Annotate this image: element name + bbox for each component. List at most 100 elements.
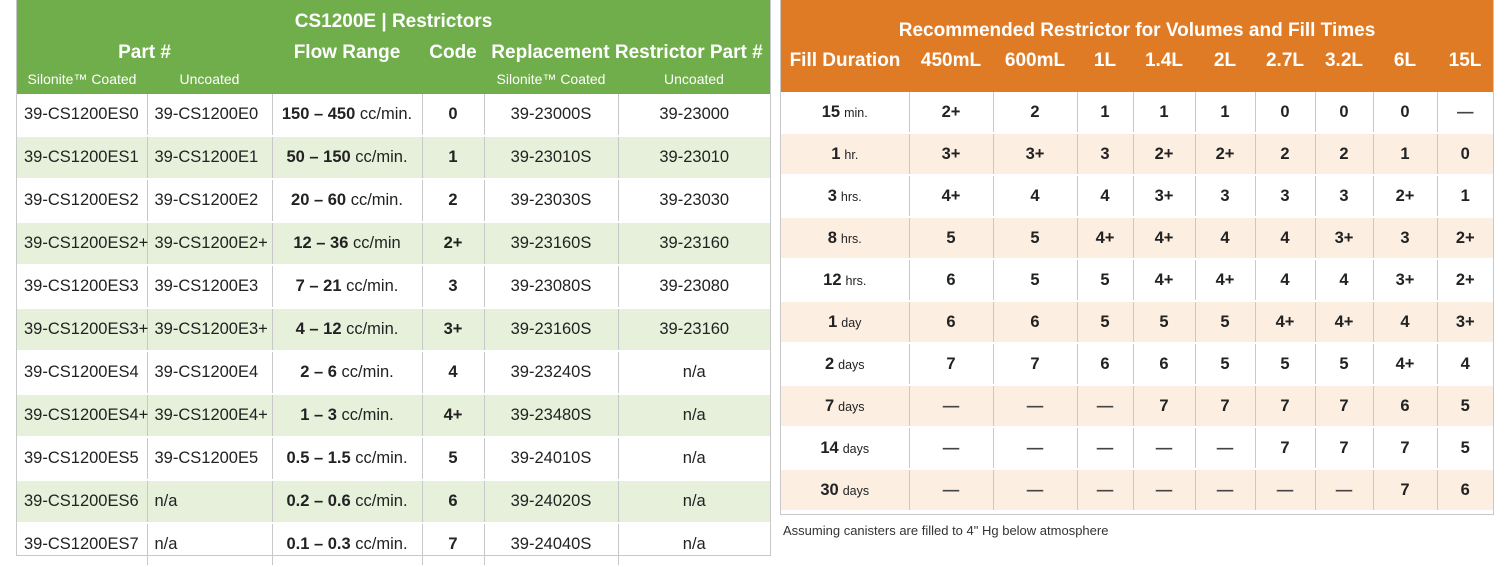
restrictor-code-cell: — <box>909 468 994 510</box>
duration-unit: days <box>838 399 865 414</box>
restrictor-code-cell: 6 <box>909 300 994 343</box>
uncoated-part-number: 39-CS1200E4 <box>147 350 273 394</box>
duration-number: 1 <box>828 312 838 331</box>
flow-range-value: 7 – 21 <box>295 277 342 295</box>
restrictor-code-cell: 5 <box>1195 342 1256 385</box>
duration-number: 30 <box>820 480 839 499</box>
restrictor-code-cell: 0 <box>1255 92 1316 133</box>
flow-range-value: 0.5 – 1.5 <box>286 449 351 467</box>
restrictors-table-body: 39-CS1200ES0 39-CS1200E0 150 – 450 cc/min.… <box>17 94 770 565</box>
restrictor-code-cell: 6 <box>993 300 1078 343</box>
restrictor-code-cell: 5 <box>993 216 1078 259</box>
uncoated-part-number: n/a <box>147 522 273 565</box>
flow-range-value: 1 – 3 <box>300 406 337 424</box>
table-row: 15 min. 2+ 2 1 1 1 0 0 0— <box>781 92 1493 133</box>
uncoated-subheader: Uncoated <box>179 71 240 87</box>
restrictor-code-cell: 1 <box>1373 132 1438 175</box>
restrictor-code-cell: 2+ <box>1133 132 1196 175</box>
restrictor-code-cell: — <box>1457 102 1474 121</box>
table-row: 39-CS1200ES2 39-CS1200E2 20 – 60 cc/min. 2 3… <box>17 178 770 222</box>
replacement-uncoated-part: n/a <box>618 522 770 565</box>
flow-range-header: Flow Range <box>293 42 401 63</box>
table-row: 39-CS1200ES2+ 39-CS1200E2+ 12 – 36 cc/min 2… <box>17 221 770 265</box>
fill-duration-cell: 8 hrs. <box>781 216 910 259</box>
restrictor-code-cell: — <box>1195 426 1256 469</box>
restrictor-code: 6 <box>422 479 485 523</box>
flow-range-cell: 150 – 450 cc/min. <box>272 94 423 136</box>
restrictor-code-cell: 3+ <box>1437 300 1493 343</box>
flow-range-cell: 0.2 – 0.6 cc/min. <box>272 479 423 523</box>
restrictor-code: 1 <box>422 135 485 179</box>
coated-subheader: Silonite™ Coated <box>27 71 137 87</box>
restrictor-code-cell: 7 <box>1255 426 1316 469</box>
restrictor-code: 2 <box>422 178 485 222</box>
restrictor-code-cell: — <box>993 384 1078 427</box>
duration-number: 2 <box>824 354 835 373</box>
restrictor-code-cell: — <box>1255 468 1316 510</box>
flow-range-unit: cc/min. <box>355 492 408 510</box>
table-row: 39-CS1200ES6 n/a 0.2 – 0.6 cc/min. 6 39-2402… <box>17 479 770 523</box>
flow-range-unit: cc/min. <box>341 363 394 381</box>
uncoated-part-number: n/a <box>147 479 273 523</box>
restrictor-code-cell: — <box>1133 426 1196 469</box>
restrictor-code-cell: 4 <box>1195 216 1256 259</box>
restrictor-code-cell: 3+ <box>1315 216 1374 259</box>
replacement-uncoated-part: 39-23160 <box>618 221 770 265</box>
coated-part-number: 39-CS1200ES2+ <box>17 221 148 265</box>
restrictors-table-title: CS1200E | Restrictors <box>294 11 493 32</box>
restrictor-code-cell: 3 <box>1255 174 1316 217</box>
flow-range-cell: 20 – 60 cc/min. <box>272 178 423 222</box>
fill-times-table-body: 15 min. 2+ 2 1 1 1 0 0 0—1 hr. 3+ 3+ 3 2+ 2+ 2 2 1 0 3 hrs. 4+… <box>781 92 1493 510</box>
uncoated-part-number: 39-CS1200E2 <box>147 178 273 222</box>
restrictor-code-cell: 5 <box>1437 384 1493 427</box>
restrictor-code-cell: 4+ <box>1133 216 1196 259</box>
restrictor-code-cell: 0 <box>1373 92 1438 133</box>
restrictor-code-cell: 7 <box>1373 426 1438 469</box>
volume-header: 3.2L <box>1324 50 1364 71</box>
volume-header: 2.7L <box>1265 50 1305 71</box>
flow-range-cell: 2 – 6 cc/min. <box>272 350 423 394</box>
replacement-uncoated-part: 39-23010 <box>618 135 770 179</box>
flow-range-unit: cc/min. <box>355 535 408 553</box>
duration-number: 3 <box>827 186 837 205</box>
replacement-uncoated-part: n/a <box>618 479 770 523</box>
restrictor-code-cell: 7 <box>1315 384 1374 427</box>
code-header: Code <box>429 42 477 63</box>
flow-range-cell: 50 – 150 cc/min. <box>272 135 423 179</box>
restrictor-code-cell: 4+ <box>1077 216 1134 259</box>
uncoated-part-number: 39-CS1200E1 <box>147 135 273 179</box>
duration-unit: hr. <box>844 147 859 162</box>
restrictor-code-cell: 5 <box>1077 258 1134 301</box>
restrictor-code-cell: 1 <box>1133 92 1196 133</box>
replacement-coated-part: 39-23010S <box>484 135 619 179</box>
restrictor-code-cell: 7 <box>1315 426 1374 469</box>
coated-part-number: 39-CS1200ES1 <box>17 135 148 179</box>
restrictor-code-cell: 6 <box>1133 342 1196 385</box>
flow-range-value: 12 – 36 <box>293 234 349 252</box>
restrictor-code-cell: 4+ <box>1133 258 1196 301</box>
coated-part-number: 39-CS1200ES7 <box>17 522 148 565</box>
restrictor-code-cell: 6 <box>1077 342 1134 385</box>
restrictor-code-cell: 1 <box>1437 174 1493 217</box>
restrictor-code-cell: 4 <box>1077 174 1134 217</box>
restrictor-code-cell: 2+ <box>1437 216 1493 259</box>
restrictor-code-cell: 4 <box>1373 300 1438 343</box>
restrictor-code-cell: 6 <box>909 258 994 301</box>
duration-unit: min. <box>844 105 868 120</box>
restrictor-code-cell: 3+ <box>909 132 994 175</box>
restrictor-code-cell: 6 <box>1437 468 1493 510</box>
table-row: 14 days — — — — —7 7 7 5 <box>781 426 1493 469</box>
replacement-coated-part: 39-23160S <box>484 307 619 351</box>
restrictor-code-cell: 7 <box>1195 384 1256 427</box>
table-row: 39-CS1200ES7 n/a 0.1 – 0.3 cc/min. 7 39-2404… <box>17 522 770 565</box>
replacement-coated-part: 39-23480S <box>484 393 619 437</box>
restrictor-code-cell: 4 <box>1437 342 1493 385</box>
duration-number: 12 <box>823 270 842 289</box>
replacement-header: Replacement Restrictor Part # <box>491 42 763 63</box>
flow-range-value: 0.1 – 0.3 <box>286 535 351 553</box>
table-row: 39-CS1200ES0 39-CS1200E0 150 – 450 cc/min.… <box>17 94 770 136</box>
volume-header: 6L <box>1393 50 1417 71</box>
restrictors-table: CS1200E | Restrictors Part # Flow Range … <box>16 0 771 565</box>
flow-range-cell: 4 – 12 cc/min. <box>272 307 423 351</box>
flow-range-value: 0.2 – 0.6 <box>286 492 351 510</box>
